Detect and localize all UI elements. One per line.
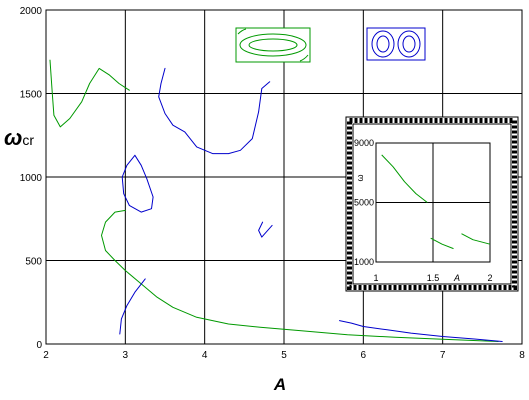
- x-tick-label: 4: [202, 350, 208, 361]
- main-tick-labels: 2 3 4 5 6 7 8 0 500 1000 1500 2000: [20, 6, 525, 361]
- main-series: [49, 59, 503, 342]
- inset-series-line-1: [381, 154, 428, 203]
- inset-grid: [375, 142, 491, 263]
- inset-tick-labels: 1 1.5 2 1000 5000 9000: [354, 138, 493, 283]
- inset-frame-inner: [352, 123, 512, 285]
- y-tick-label: 2000: [20, 6, 43, 17]
- series-line-7: [339, 320, 503, 342]
- x-tick-label: 7: [440, 350, 446, 361]
- x-axis-label: A: [273, 375, 286, 394]
- blue-rectangle-double-ellipse-icon: [366, 27, 426, 61]
- inset-series-line-3: [461, 233, 491, 245]
- x-tick-label: 8: [519, 350, 525, 361]
- series-line-2: [101, 209, 499, 342]
- series-line-5: [119, 278, 146, 335]
- y-axis-label: ωcr: [4, 125, 34, 150]
- inset-x-tick-label: 1.5: [427, 273, 440, 283]
- y-axis-label-sub: cr: [22, 132, 34, 148]
- series-line-3: [158, 67, 271, 155]
- inset-series: [381, 154, 491, 250]
- inset-frame-hatch: [347, 118, 517, 290]
- series-line-1: [49, 59, 130, 128]
- inset-x-tick-label: 1: [373, 273, 378, 283]
- y-tick-label: 1000: [20, 173, 43, 184]
- series-line-6: [258, 221, 273, 238]
- y-tick-label: 500: [25, 257, 42, 268]
- x-tick-label: 6: [361, 350, 367, 361]
- x-tick-label: 2: [43, 350, 49, 361]
- x-tick-label: 3: [123, 350, 129, 361]
- green-rectangle-ellipse-icon: [235, 27, 311, 63]
- inset-x-tick-label: 2: [487, 273, 492, 283]
- inset-chart: 1 1.5 2 1000 5000 9000 A ω: [345, 116, 519, 292]
- series-line-4: [121, 154, 154, 213]
- inset-y-tick-label: 9000: [354, 138, 374, 148]
- x-tick-label: 5: [281, 350, 287, 361]
- inset-x-axis-label: A: [453, 273, 460, 283]
- y-tick-label: 0: [36, 340, 42, 351]
- y-tick-label: 1500: [20, 90, 43, 101]
- inset-y-tick-label: 5000: [354, 198, 374, 208]
- y-axis-label-main: ω: [4, 125, 22, 150]
- inset-series-line-2: [430, 237, 454, 250]
- inset-y-tick-label: 1000: [354, 257, 374, 267]
- inset-y-axis-label: ω: [355, 174, 365, 181]
